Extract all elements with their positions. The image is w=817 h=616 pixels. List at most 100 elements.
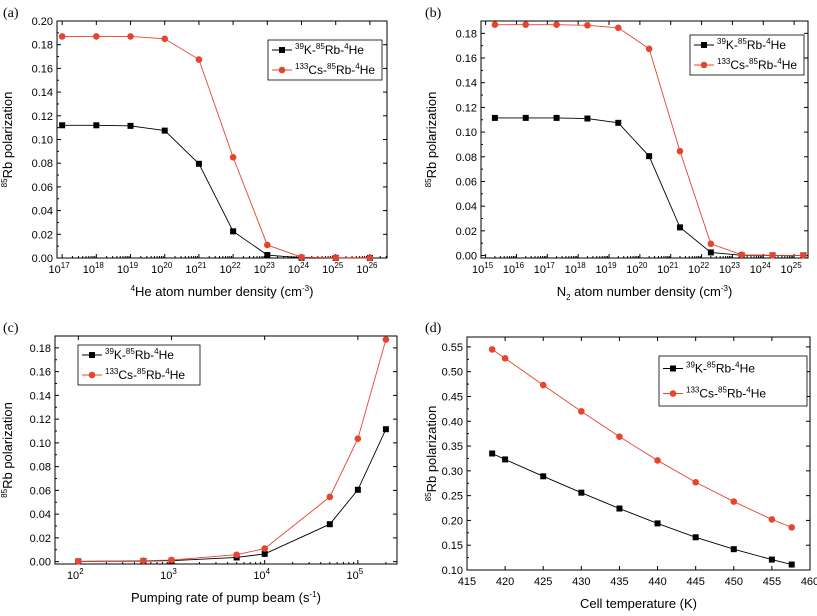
legend-label: 39K-85Rb-4He <box>717 37 786 52</box>
y-tick-label: 0.35 <box>442 441 463 453</box>
data-point <box>140 557 147 564</box>
data-point <box>616 505 623 512</box>
y-tick-label: 0.30 <box>442 466 463 478</box>
data-point <box>654 457 661 464</box>
y-tick-label: 0.16 <box>456 53 477 65</box>
x-tick-label: 1019 <box>595 261 617 276</box>
y-tick-label: 0.14 <box>456 78 477 90</box>
data-point <box>89 352 95 358</box>
y-tick-label: 0.10 <box>30 438 51 450</box>
data-point <box>168 556 175 564</box>
data-point <box>58 33 66 40</box>
data-point <box>676 224 683 231</box>
data-point <box>707 249 714 256</box>
data-point <box>233 551 240 559</box>
x-tick-label: 455 <box>763 576 781 588</box>
x-tick-label: 104 <box>253 567 270 582</box>
x-axis-title: Cell temperature (K) <box>580 596 697 611</box>
x-axis-title: 4He atom number density (cm-3) <box>131 284 314 299</box>
legend: 39K-85Rb-4He 133Cs-85Rb-4He <box>658 355 808 407</box>
data-point <box>488 346 496 353</box>
y-tick-label: 0.06 <box>30 485 51 497</box>
data-point <box>279 47 285 53</box>
data-point <box>670 365 676 372</box>
data-point <box>730 498 738 505</box>
data-point <box>326 493 334 501</box>
x-tick-label: 1017 <box>49 261 71 276</box>
data-point <box>195 56 203 63</box>
data-point <box>74 557 82 565</box>
data-point <box>584 115 591 122</box>
data-point <box>261 550 268 557</box>
series-line <box>491 349 792 528</box>
series-k-rb-he <box>489 450 795 568</box>
x-tick-label: 102 <box>67 567 84 582</box>
data-point <box>578 489 585 496</box>
data-point <box>354 486 361 493</box>
x-tick-label: 460 <box>801 576 817 588</box>
plot-frame <box>466 336 811 571</box>
y-tick-label: 0.14 <box>32 87 53 99</box>
y-tick-label: 0.04 <box>30 509 51 521</box>
x-tick-label: 1025 <box>781 261 803 276</box>
y-tick-label: 0.12 <box>30 414 51 426</box>
data-point <box>616 433 623 440</box>
data-point <box>707 240 715 248</box>
x-tick-label: 1018 <box>565 261 587 276</box>
legend-label: 39K-85Rb-4He <box>105 347 174 362</box>
data-point <box>701 42 707 48</box>
x-tick-label: 1021 <box>657 261 679 276</box>
data-point <box>738 251 745 259</box>
series-cs-rb-he <box>74 336 390 565</box>
panel-label: (c) <box>3 321 19 336</box>
series-k-rb-he <box>491 114 807 259</box>
series-k-rb-he <box>75 426 389 565</box>
data-point <box>491 21 499 29</box>
data-point <box>522 21 530 29</box>
data-point <box>354 435 362 443</box>
legend-label: 39K-85Rb-4He <box>295 42 364 57</box>
legend: 39K-85Rb-4He 133Cs-85Rb-4He <box>689 34 805 76</box>
data-point <box>768 556 775 563</box>
data-point <box>522 114 529 121</box>
data-point <box>501 355 509 362</box>
data-point <box>366 254 374 262</box>
y-tick-label: 0.02 <box>30 533 51 545</box>
data-point <box>93 122 100 129</box>
x-tick-label: 1023 <box>254 261 276 276</box>
panel-label: (d) <box>425 321 442 336</box>
x-tick-label: 1022 <box>688 261 710 276</box>
y-tick-label: 0.06 <box>456 176 477 188</box>
series-line <box>491 453 792 565</box>
x-tick-label: 445 <box>686 576 704 588</box>
legend-label: 133Cs-85Rb-4He <box>105 367 185 382</box>
data-point <box>382 426 389 433</box>
data-point <box>614 24 622 32</box>
data-point <box>615 119 622 126</box>
y-tick-label: 0.02 <box>32 229 53 241</box>
data-point <box>127 33 134 40</box>
x-tick-label: 420 <box>496 576 514 588</box>
x-axis-title: N2 atom number density (cm-3) <box>557 284 733 302</box>
plot-frame <box>54 335 398 565</box>
y-tick-label: 0.18 <box>456 28 477 40</box>
x-tick-label: 450 <box>725 576 743 588</box>
y-tick-label: 0.45 <box>442 391 463 403</box>
data-point <box>700 61 708 69</box>
legend-label: 133Cs-85Rb-4He <box>295 62 375 77</box>
data-point <box>788 524 796 531</box>
legend-box <box>77 344 201 386</box>
y-tick-label: 0.14 <box>30 390 51 402</box>
data-point <box>489 450 496 457</box>
data-point <box>491 114 498 121</box>
chart-panel-c: (c) 0.00 0.02 0.04 0.06 0.08 0.10 0.12 0.14 0.16 0… <box>0 321 398 605</box>
series-cs-rb-he <box>488 346 796 531</box>
data-point <box>645 45 653 53</box>
panel-label: (b) <box>425 6 442 21</box>
x-tick-label: 1018 <box>83 261 105 276</box>
y-axis-title: 85Rb polarization <box>424 406 439 502</box>
data-point <box>332 254 340 262</box>
data-point <box>692 478 699 486</box>
chart-panel-b: (b) 0.00 0.02 0.04 0.06 0.08 0.10 0.12 0.14 0.16 0… <box>424 6 809 302</box>
